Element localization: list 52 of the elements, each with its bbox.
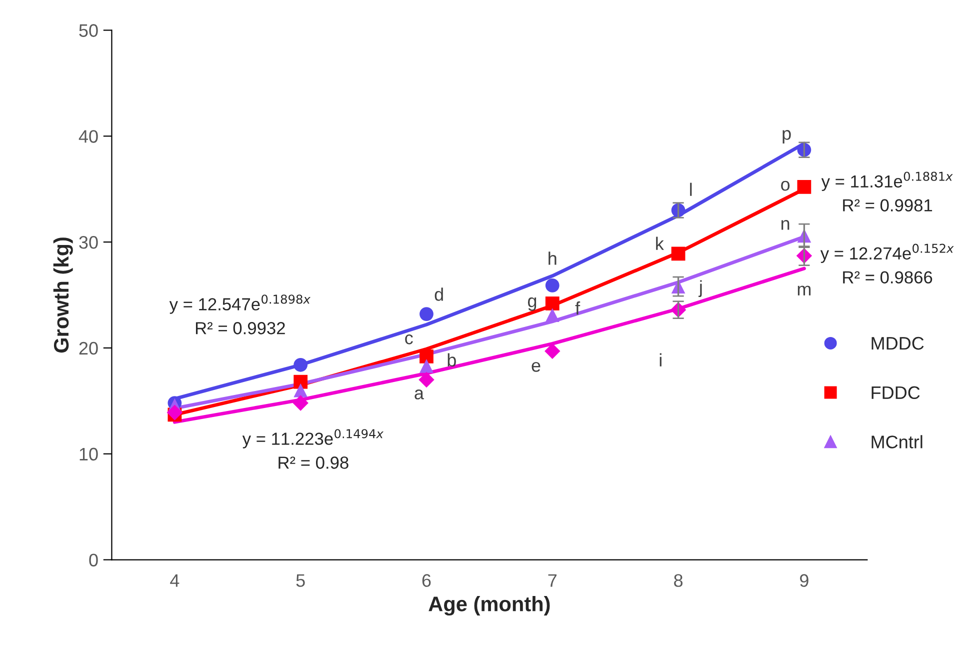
point [294,374,308,389]
point [418,372,434,388]
point [294,383,308,398]
point [420,307,434,321]
text: y = 11.31e$^{0.1881x}$ R² = 0.9981 [821,172,953,212]
legend-label: MCntrl [872,435,922,448]
text: y = 12.547e$^{0.1898x}$ R² = 0.9932 [169,294,311,334]
x-tick-label: 9 [800,574,808,587]
y-tick-label: 50 [79,24,98,37]
point [797,180,812,194]
text: y = 11.223e$^{0.1494x}$ R² = 0.98 [242,429,384,469]
annotation: i [660,353,662,366]
y-tick-label: 30 [79,236,98,249]
point [292,395,308,411]
annotation: a [414,390,424,400]
annotation: m [798,286,811,296]
annotation: g [528,297,536,311]
y-tick-label: 40 [78,130,98,143]
annotation: h [548,252,556,265]
y-axis-title: Growth (kg) [53,238,73,353]
point [420,349,434,364]
x-tick-label: 7 [548,574,557,587]
point [420,359,434,373]
annotation: n [781,220,790,230]
annotation: j [698,280,702,298]
annotation: c [405,334,413,344]
x-tick-label: 5 [296,574,305,587]
legend-label: FDDC [872,386,920,400]
x-tick-label: 4 [170,574,180,587]
text: y = 12.274e$^{0.152x}$ R² = 0.9866 [820,244,954,284]
point [294,358,308,372]
point [545,296,560,310]
annotation: e [532,362,540,372]
annotation: l [690,182,692,196]
point [544,343,560,359]
y-tick-label: 10 [80,448,98,461]
point [545,278,560,292]
annotation: d [434,288,443,301]
point [166,404,183,420]
annotation: k [656,236,664,250]
legend-label: MDDC [872,336,924,350]
point [545,308,560,322]
x-axis-title: Age (month) [428,596,550,616]
point [671,246,686,261]
annotation: f [575,301,580,314]
x-tick-label: 6 [422,574,431,587]
annotation: p [782,130,791,144]
y-tick-label: 20 [79,342,98,355]
y-tick-label: 0 [89,554,98,566]
x-tick-label: 8 [674,574,683,587]
annotation: o [781,180,790,191]
annotation: b [448,353,456,367]
